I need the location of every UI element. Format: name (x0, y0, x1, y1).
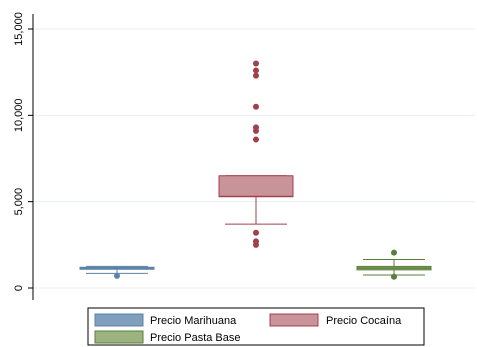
box-group (218, 60, 294, 248)
legend-swatch (94, 330, 144, 344)
box-group (79, 265, 155, 279)
legend-label: Precio Pasta Base (150, 332, 241, 344)
grid-layer (33, 28, 475, 289)
box-iqr (218, 175, 294, 197)
outlier-point (253, 124, 259, 131)
outlier-point (253, 103, 259, 110)
outlier-point (253, 67, 259, 74)
outlier-point (253, 136, 259, 143)
legend: Precio Marihuana Precio Cocaína Precio Pas… (87, 307, 425, 346)
outlier-point (391, 273, 397, 280)
boxes-layer (79, 60, 432, 280)
box-group (356, 249, 432, 280)
outlier-point (391, 249, 397, 256)
y-axis: 0 5,000 10,000 15,000 (13, 12, 34, 300)
legend-box (87, 307, 425, 346)
legend-swatch (94, 313, 144, 327)
outlier-point (253, 229, 259, 236)
outlier-point (253, 60, 259, 67)
y-tick-label: 0 (13, 285, 25, 291)
y-tick-label: 5,000 (13, 188, 25, 216)
outlier-point (253, 238, 259, 245)
legend-label: Precio Marihuana (150, 315, 237, 327)
y-tick-label: 10,000 (13, 99, 25, 133)
legend-label: Precio Cocaína (326, 315, 402, 327)
y-tick-label: 15,000 (13, 12, 25, 46)
outlier-point (114, 272, 120, 279)
legend-swatch (269, 313, 319, 327)
outlier-point (253, 72, 259, 79)
